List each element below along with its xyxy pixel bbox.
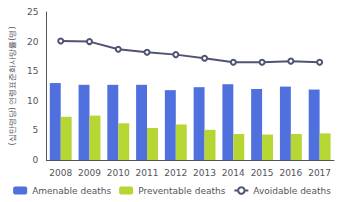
svg-text:2014: 2014 xyxy=(222,168,245,178)
svg-text:2010: 2010 xyxy=(107,168,130,178)
svg-text:2013: 2013 xyxy=(193,168,216,178)
svg-text:2015: 2015 xyxy=(251,168,274,178)
svg-text:2012: 2012 xyxy=(164,168,187,178)
svg-text:10: 10 xyxy=(27,96,39,106)
svg-text:25: 25 xyxy=(27,7,38,17)
svg-text:Preventable deaths: Preventable deaths xyxy=(138,186,226,196)
svg-text:15: 15 xyxy=(27,66,38,76)
svg-text:2011: 2011 xyxy=(136,168,159,178)
svg-text:0: 0 xyxy=(33,155,39,165)
svg-text:5: 5 xyxy=(33,125,39,135)
svg-text:(십만명당) 연령표준화사망률(명): (십만명당) 연령표준화사망률(명) xyxy=(8,26,17,145)
svg-text:2008: 2008 xyxy=(49,168,72,178)
svg-text:2016: 2016 xyxy=(279,168,302,178)
svg-text:2009: 2009 xyxy=(78,168,101,178)
svg-text:20: 20 xyxy=(27,37,39,47)
svg-text:Amenable deaths: Amenable deaths xyxy=(32,186,111,196)
svg-text:Avoidable deaths: Avoidable deaths xyxy=(253,186,331,196)
svg-text:2017: 2017 xyxy=(308,168,331,178)
